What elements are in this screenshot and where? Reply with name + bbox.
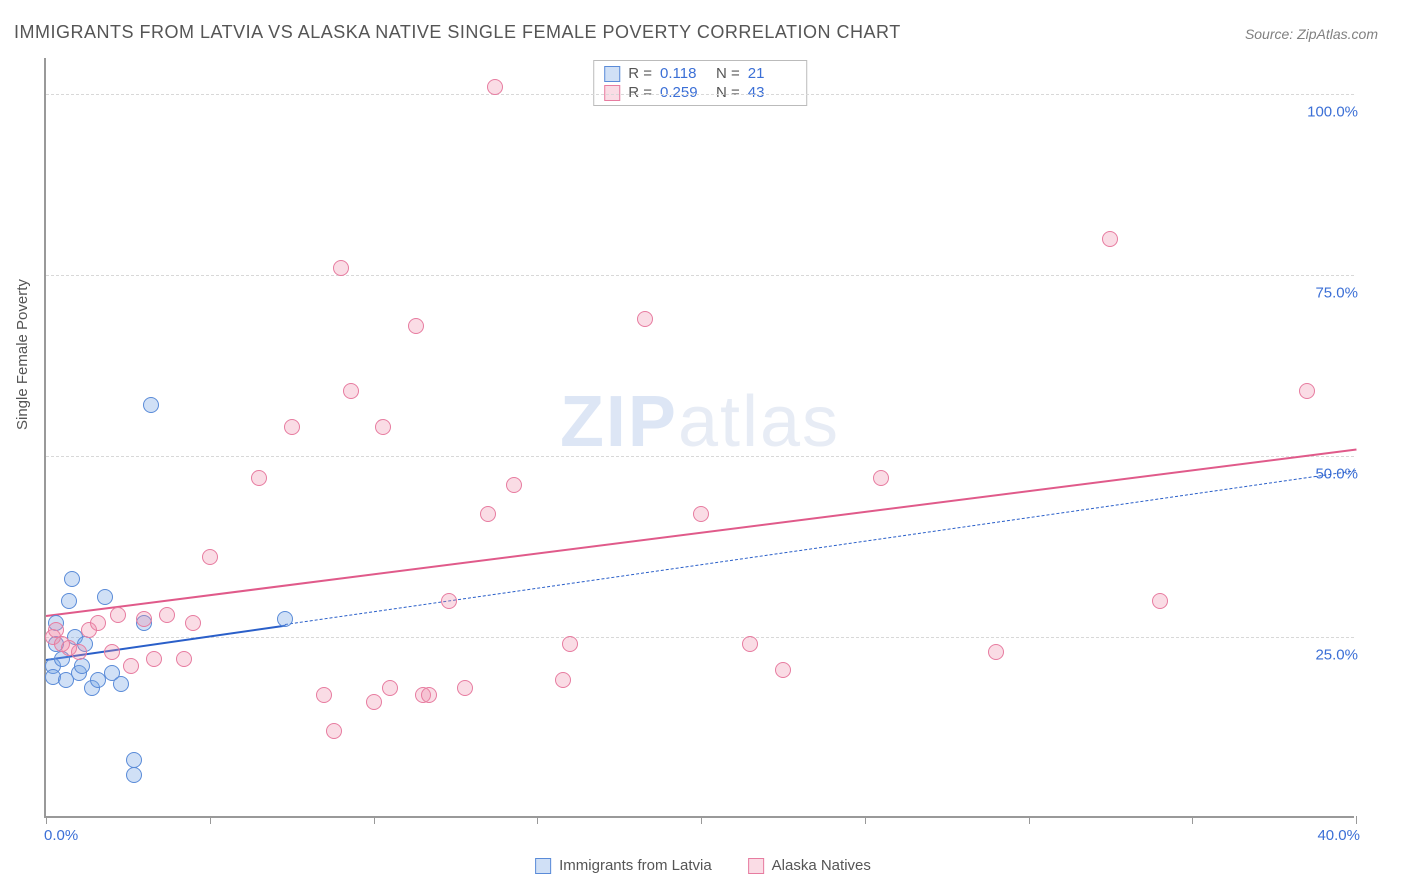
legend-swatch-alaska	[748, 858, 764, 874]
data-point-alaska	[284, 419, 300, 435]
data-point-alaska	[123, 658, 139, 674]
x-tick-label: 0.0%	[44, 827, 78, 844]
x-tick	[701, 816, 702, 824]
legend-label-latvia: Immigrants from Latvia	[559, 857, 712, 874]
data-point-latvia	[143, 397, 159, 413]
legend-item-latvia: Immigrants from Latvia	[535, 857, 712, 874]
legend-correlation-box: R = 0.118 N = 21 R = 0.259 N = 43	[593, 60, 807, 106]
data-point-alaska	[326, 723, 342, 739]
x-tick	[537, 816, 538, 824]
legend-label-alaska: Alaska Natives	[772, 857, 871, 874]
x-tick	[1029, 816, 1030, 824]
data-point-alaska	[775, 662, 791, 678]
legend-item-alaska: Alaska Natives	[748, 857, 871, 874]
y-tick-label: 100.0%	[1307, 104, 1358, 121]
legend-swatch-alaska	[604, 85, 620, 101]
data-point-alaska	[637, 311, 653, 327]
legend-N-value-latvia: 21	[748, 65, 796, 82]
data-point-alaska	[421, 687, 437, 703]
gridline	[46, 637, 1354, 638]
data-point-alaska	[1152, 593, 1168, 609]
data-point-alaska	[382, 680, 398, 696]
legend-R-value-alaska: 0.259	[660, 84, 708, 101]
data-point-alaska	[988, 644, 1004, 660]
legend-N-label: N =	[716, 84, 740, 101]
data-point-alaska	[316, 687, 332, 703]
y-tick-label: 75.0%	[1315, 285, 1358, 302]
data-point-alaska	[375, 419, 391, 435]
gridline	[46, 94, 1354, 95]
watermark-rest: atlas	[678, 382, 840, 462]
data-point-alaska	[202, 549, 218, 565]
legend-row-alaska: R = 0.259 N = 43	[604, 83, 796, 102]
data-point-alaska	[487, 79, 503, 95]
y-axis-label: Single Female Poverty	[14, 279, 31, 430]
data-point-alaska	[693, 506, 709, 522]
data-point-alaska	[1299, 383, 1315, 399]
legend-R-label: R =	[628, 65, 652, 82]
x-tick	[1356, 816, 1357, 824]
y-tick-label: 25.0%	[1315, 647, 1358, 664]
data-point-alaska	[185, 615, 201, 631]
data-point-latvia	[61, 593, 77, 609]
legend-N-label: N =	[716, 65, 740, 82]
data-point-alaska	[71, 644, 87, 660]
data-point-alaska	[873, 470, 889, 486]
chart-container: IMMIGRANTS FROM LATVIA VS ALASKA NATIVE …	[0, 0, 1406, 892]
watermark-bold: ZIP	[560, 382, 678, 462]
data-point-alaska	[90, 615, 106, 631]
data-point-alaska	[110, 607, 126, 623]
data-point-alaska	[1102, 231, 1118, 247]
data-point-alaska	[136, 611, 152, 627]
data-point-alaska	[251, 470, 267, 486]
data-point-alaska	[457, 680, 473, 696]
watermark: ZIPatlas	[560, 381, 840, 463]
data-point-alaska	[562, 636, 578, 652]
x-tick-label: 40.0%	[1317, 827, 1360, 844]
data-point-alaska	[742, 636, 758, 652]
data-point-latvia	[277, 611, 293, 627]
x-tick	[374, 816, 375, 824]
plot-area: ZIPatlas R = 0.118 N = 21 R = 0.259 N = …	[44, 58, 1354, 818]
data-point-latvia	[64, 571, 80, 587]
legend-R-value-latvia: 0.118	[660, 65, 708, 82]
data-point-alaska	[555, 672, 571, 688]
data-point-alaska	[176, 651, 192, 667]
gridline	[46, 456, 1354, 457]
gridline	[46, 275, 1354, 276]
chart-title: IMMIGRANTS FROM LATVIA VS ALASKA NATIVE …	[14, 22, 901, 43]
x-tick	[1192, 816, 1193, 824]
data-point-latvia	[113, 676, 129, 692]
data-point-alaska	[441, 593, 457, 609]
data-point-alaska	[146, 651, 162, 667]
data-point-alaska	[343, 383, 359, 399]
legend-bottom: Immigrants from Latvia Alaska Natives	[535, 857, 871, 874]
data-point-latvia	[126, 767, 142, 783]
data-point-alaska	[366, 694, 382, 710]
x-tick	[865, 816, 866, 824]
legend-R-label: R =	[628, 84, 652, 101]
data-point-alaska	[333, 260, 349, 276]
x-tick	[46, 816, 47, 824]
data-point-alaska	[480, 506, 496, 522]
legend-swatch-latvia	[535, 858, 551, 874]
legend-N-value-alaska: 43	[748, 84, 796, 101]
data-point-alaska	[408, 318, 424, 334]
data-point-latvia	[74, 658, 90, 674]
source-attribution: Source: ZipAtlas.com	[1245, 26, 1378, 42]
legend-row-latvia: R = 0.118 N = 21	[604, 64, 796, 83]
data-point-latvia	[97, 589, 113, 605]
x-tick	[210, 816, 211, 824]
legend-swatch-latvia	[604, 66, 620, 82]
data-point-alaska	[104, 644, 120, 660]
data-point-alaska	[506, 477, 522, 493]
data-point-alaska	[159, 607, 175, 623]
